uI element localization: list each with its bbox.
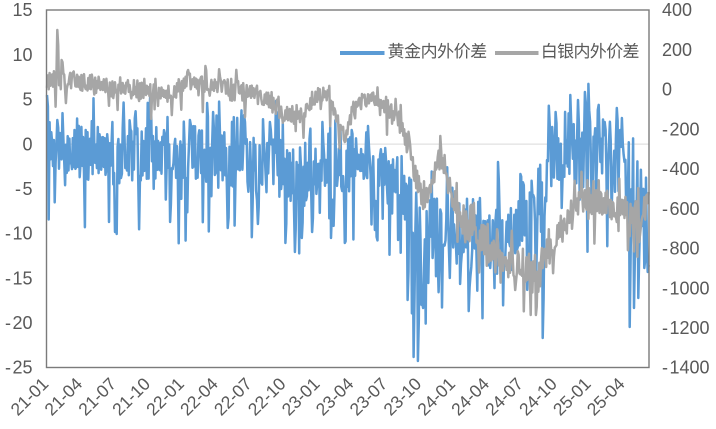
svg-text:-25: -25 <box>5 358 33 378</box>
svg-text:-600: -600 <box>662 199 700 219</box>
svg-text:-400: -400 <box>662 159 700 179</box>
svg-text:15: 15 <box>12 0 32 20</box>
svg-text:400: 400 <box>662 0 692 20</box>
svg-text:-1000: -1000 <box>662 278 710 298</box>
svg-text:200: 200 <box>662 40 692 60</box>
svg-text:0: 0 <box>22 134 32 154</box>
svg-text:-15: -15 <box>5 268 33 288</box>
svg-text:0: 0 <box>662 80 672 100</box>
svg-text:-200: -200 <box>662 119 700 139</box>
svg-text:-10: -10 <box>5 224 33 244</box>
svg-text:-20: -20 <box>5 313 33 333</box>
svg-text:-800: -800 <box>662 239 700 259</box>
svg-text:5: 5 <box>22 90 32 110</box>
svg-text:-1400: -1400 <box>662 358 710 378</box>
svg-text:10: 10 <box>12 45 32 65</box>
svg-text:-1200: -1200 <box>662 318 710 338</box>
svg-text:-5: -5 <box>15 179 33 199</box>
